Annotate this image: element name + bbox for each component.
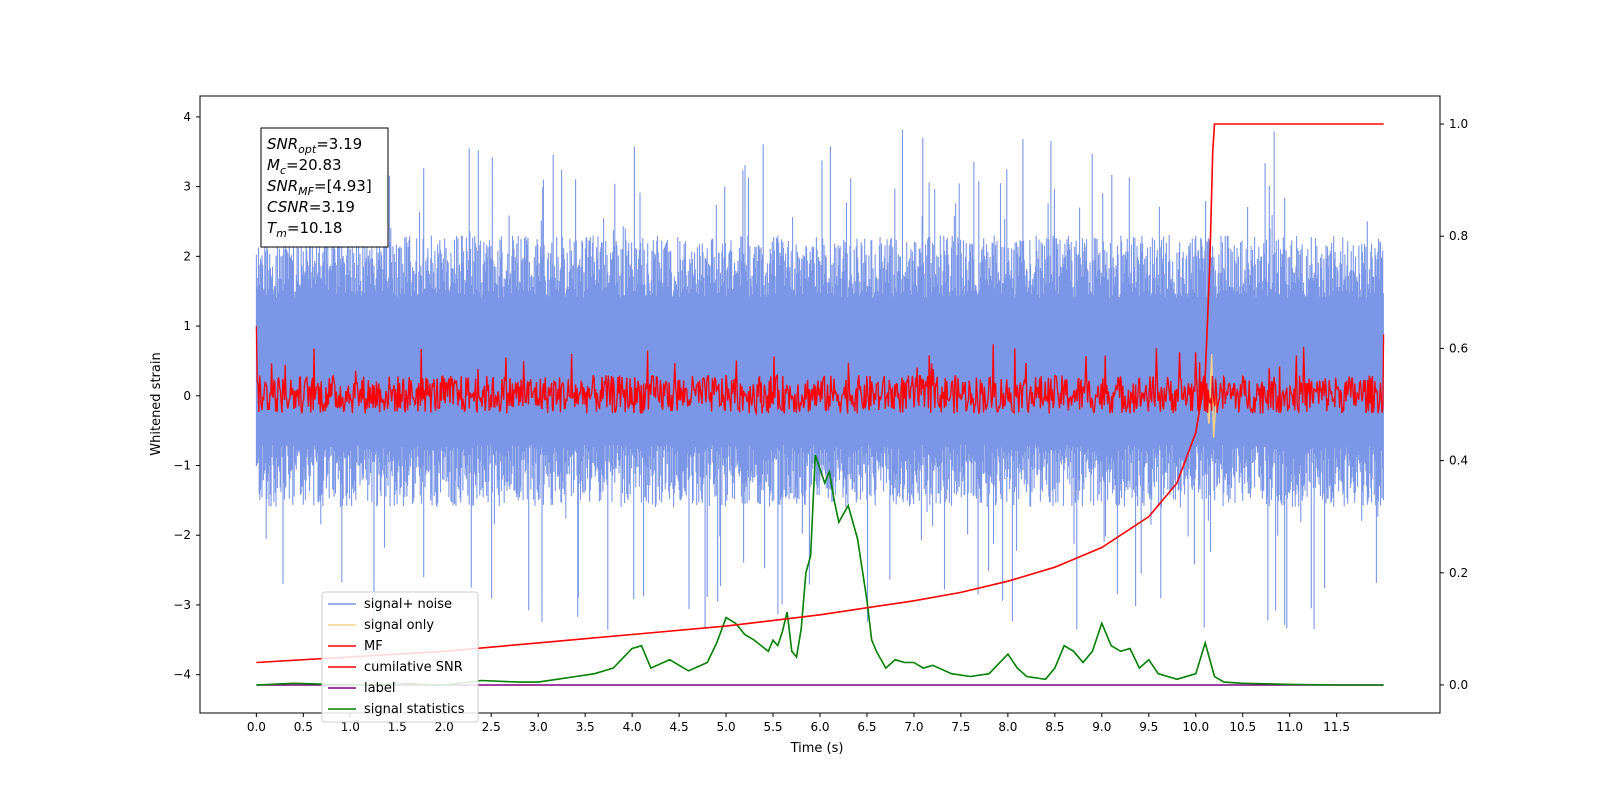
x-tick-label: 9.0	[1092, 720, 1111, 734]
x-axis-label: Time (s)	[790, 741, 844, 756]
x-tick-label: 1.0	[341, 720, 360, 734]
legend-label: MF	[364, 639, 383, 654]
y-tick-label: 2	[183, 249, 191, 263]
y-tick-label: −3	[173, 598, 191, 612]
y-axis-left: 4 3 2 1 0 −1 −2 −3 −4	[173, 110, 200, 682]
x-tick-label: 11.0	[1276, 720, 1303, 734]
annotation-line: Mc=20.83	[267, 156, 342, 177]
legend-frame	[321, 591, 479, 723]
legend-label: signal+ noise	[364, 597, 452, 612]
x-tick-label: 3.5	[576, 720, 595, 734]
y-tick-label: −2	[173, 528, 191, 542]
series-cumulative-snr	[256, 123, 1384, 664]
annotation-line: CSNR=3.19	[267, 198, 355, 216]
legend-label: signal statistics	[364, 702, 465, 717]
y-tick-label: 4	[183, 110, 191, 124]
plot-series	[255, 123, 1385, 686]
y-tick-label: −4	[173, 668, 191, 682]
y-right-tick-label: 0.6	[1449, 341, 1468, 355]
x-tick-label: 10.5	[1229, 720, 1256, 734]
series-signal-statistics	[256, 454, 1384, 686]
x-tick-label: 7.5	[951, 720, 970, 734]
y-tick-label: 3	[183, 180, 191, 194]
x-tick-label: 2.0	[435, 720, 454, 734]
x-tick-label: 11.5	[1323, 720, 1350, 734]
y-axis-right: 1.0 0.8 0.6 0.4 0.2 0.0	[1440, 117, 1468, 692]
y-right-tick-label: 0.8	[1449, 229, 1468, 243]
annotation-line: SNRMF=[4.93]	[267, 177, 372, 198]
x-tick-label: 5.0	[717, 720, 736, 734]
x-tick-label: 0.5	[294, 720, 313, 734]
y-tick-label: 0	[183, 389, 191, 403]
x-tick-label: 8.0	[998, 720, 1017, 734]
annotation-line: SNRopt=3.19	[267, 135, 362, 156]
x-tick-label: 5.5	[763, 720, 782, 734]
x-tick-label: 6.0	[810, 720, 829, 734]
x-tick-label: 4.5	[670, 720, 689, 734]
y-tick-label: 1	[183, 319, 191, 333]
y-right-tick-label: 0.0	[1449, 678, 1468, 692]
x-axis: 0.0 0.5 1.0 1.5 2.0 2.5 3.0 3.5 4.0 4.5 5.0 5.5 6.0 6…	[247, 713, 1350, 734]
y-tick-label: −1	[173, 459, 191, 473]
x-tick-label: 10.0	[1182, 720, 1209, 734]
series-mf	[255, 326, 1385, 416]
legend-label: cumilative SNR	[364, 660, 463, 675]
x-tick-label: 1.5	[388, 720, 407, 734]
legend-label: signal only	[364, 618, 434, 633]
x-tick-label: 0.0	[247, 720, 266, 734]
x-tick-label: 8.5	[1045, 720, 1064, 734]
annotation-line: Tm=10.18	[267, 219, 342, 240]
x-tick-label: 6.5	[857, 720, 876, 734]
legend-label: label	[364, 681, 395, 696]
parameter-annotation-box: SNRopt=3.19Mc=20.83SNRMF=[4.93]CSNR=3.19…	[260, 127, 389, 248]
y-right-tick-label: 0.2	[1449, 566, 1468, 580]
annotation-frame	[260, 127, 389, 248]
x-tick-label: 9.5	[1139, 720, 1158, 734]
y-right-tick-label: 0.4	[1449, 454, 1468, 468]
legend: signal+ noise signal only MF cumilative SNR…	[321, 591, 479, 723]
y-right-tick-label: 1.0	[1449, 117, 1468, 131]
x-tick-label: 7.0	[904, 720, 923, 734]
x-tick-label: 4.0	[623, 720, 642, 734]
y-axis-label: Whitened strain	[149, 352, 164, 455]
x-tick-label: 2.5	[482, 720, 501, 734]
x-tick-label: 3.0	[529, 720, 548, 734]
